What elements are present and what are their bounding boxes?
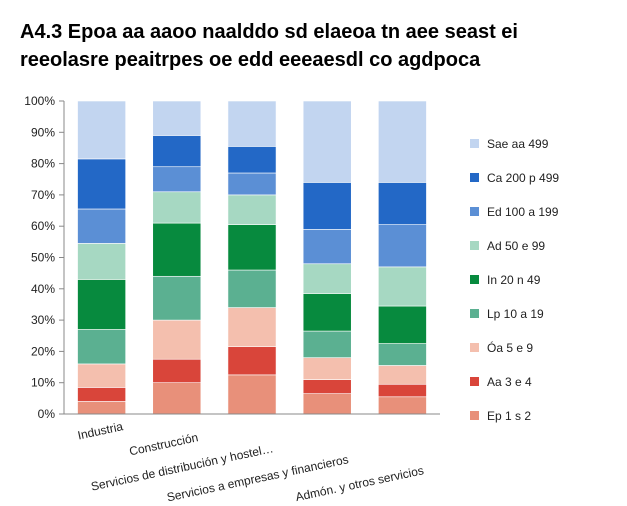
y-tick-label: 20% [31,344,55,358]
bar-segment [77,363,126,388]
legend-label: Lp 10 a 19 [487,307,544,321]
bar-segment [77,387,126,402]
y-tick-label: 40% [31,282,55,296]
bar-segment [152,100,202,136]
bar-segment [378,396,427,415]
legend-swatch [470,241,479,250]
legend-swatch [470,139,479,148]
bar-segment [77,279,126,330]
bar-segment [152,319,202,360]
bar-segment [302,330,352,358]
y-tick-label: 100% [24,94,55,108]
bar-segment [302,293,352,332]
bar-segment [302,182,352,230]
bar-segment [77,329,126,365]
bar-segment [152,135,202,168]
bar-segment [302,393,352,415]
legend-label: Óa 5 e 9 [487,340,533,355]
y-tick-label: 0% [38,407,56,421]
legend-swatch [470,207,479,216]
legend-label: In 20 n 49 [487,273,541,287]
bar-segment [227,269,277,308]
legend: Sae aa 499 Ca 200 p 499 Ed 100 a 199 Ad 50 … [470,137,559,423]
bar-segment [227,146,277,174]
bar-segment [77,158,126,210]
y-tick-label: 30% [31,313,55,327]
bar-segment [302,379,352,394]
bar-segment [152,358,202,384]
y-tick-label: 80% [31,157,55,171]
x-category-label: Industria [76,419,124,442]
bar-segment [302,357,352,380]
legend-swatch [470,343,479,352]
bar-segment [378,365,427,385]
bar-segment [378,182,427,225]
bar-segment [378,305,427,344]
bar-segment [302,263,352,294]
bar-segment [152,382,202,415]
legend-label: Ad 50 e 99 [487,239,545,253]
bar-segment [77,100,126,160]
bar-segment [152,222,202,277]
bar-segment [378,224,427,268]
bar-segment [227,346,277,376]
y-axis: 0% 10% 20% 30% 40% 50% 60% 70% 80% 90% 100% [24,94,65,421]
bar-segment [152,166,202,193]
bar-segment [227,374,277,415]
legend-swatch [470,411,479,420]
legend-label: Ca 200 p 499 [487,171,559,185]
bar-segment [227,172,277,196]
bar-segment [227,194,277,225]
y-tick-label: 50% [31,251,55,265]
bar-segment [378,383,427,398]
y-tick-label: 10% [31,376,55,390]
bar-segment [152,191,202,224]
bar-segment [77,401,126,415]
bar-segment [302,100,352,183]
legend-swatch [470,173,479,182]
y-tick-label: 60% [31,219,55,233]
bar-segment [152,275,202,321]
legend-swatch [470,309,479,318]
bar-segment [227,307,277,348]
bar-segment [302,229,352,265]
bar-segment [77,208,126,244]
legend-swatch [470,377,479,386]
legend-swatch [470,275,479,284]
y-tick-label: 90% [31,125,55,139]
bars [77,100,427,415]
legend-label: Ed 100 a 199 [487,205,559,219]
bar-segment [378,266,427,307]
chart-title: A4.3 Epoa aa aaoo naalddo sd elaeoa tn a… [20,21,518,71]
legend-label: Aa 3 e 4 [487,375,532,389]
bar-segment [227,224,277,271]
x-category-label: Construcción [128,430,199,458]
y-tick-label: 70% [31,188,55,202]
bar-segment [378,343,427,366]
bar-segment [77,243,126,280]
legend-label: Sae aa 499 [487,137,549,151]
bar-segment [378,100,427,183]
legend-label: Ep 1 s 2 [487,409,531,423]
bar-segment [227,100,277,147]
